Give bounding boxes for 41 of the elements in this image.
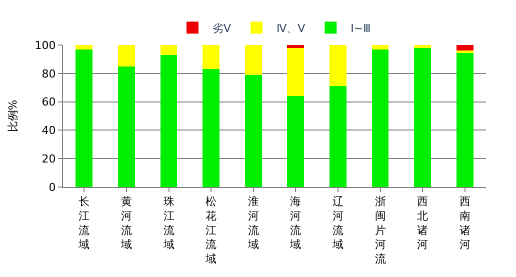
bar [456,52,474,187]
bar [202,45,220,70]
bar [160,54,178,187]
x-tick-label: 西南诸河 [459,195,470,252]
bar [118,66,135,187]
y-tick-label: 20 [42,152,56,166]
bar [202,69,220,187]
bar [329,45,346,86]
bar [287,45,304,48]
bar [456,45,474,51]
bar [76,45,93,50]
bar [244,45,262,75]
x-tick-label: 珠江流域 [162,195,174,252]
bar [244,74,262,187]
x-tick-label: 松花江流域 [204,195,217,266]
x-tick-label: 辽河流域 [331,195,344,252]
bar [76,49,93,187]
legend-label: 劣Ⅴ [212,22,232,35]
y-tick-label: 40 [42,124,56,138]
bar [160,45,178,55]
bar [414,45,432,48]
x-tick-label: 长江流域 [78,195,90,252]
x-tick-label: 西北诸河 [417,195,428,252]
legend-label: Ⅳ、Ⅴ [276,22,306,35]
bar [118,45,135,66]
y-tick-label: 100 [34,38,56,52]
legend-label: Ⅰ~Ⅲ [350,22,371,35]
x-tick-label: 浙闽片河流 [374,195,386,266]
bar [287,96,304,187]
x-tick-label: 海河流域 [289,195,302,252]
x-tick-label: 黄河流域 [120,195,132,252]
bar [414,48,432,187]
y-axis-title: 比例% [6,100,20,132]
x-tick-label: 淮河流域 [246,195,259,252]
bar [287,48,304,96]
y-tick-label: 60 [42,96,56,109]
bar [372,45,389,50]
y-tick-label: 0 [48,180,56,194]
bar [372,49,389,187]
bar [329,86,346,187]
y-tick-label: 80 [42,67,56,80]
